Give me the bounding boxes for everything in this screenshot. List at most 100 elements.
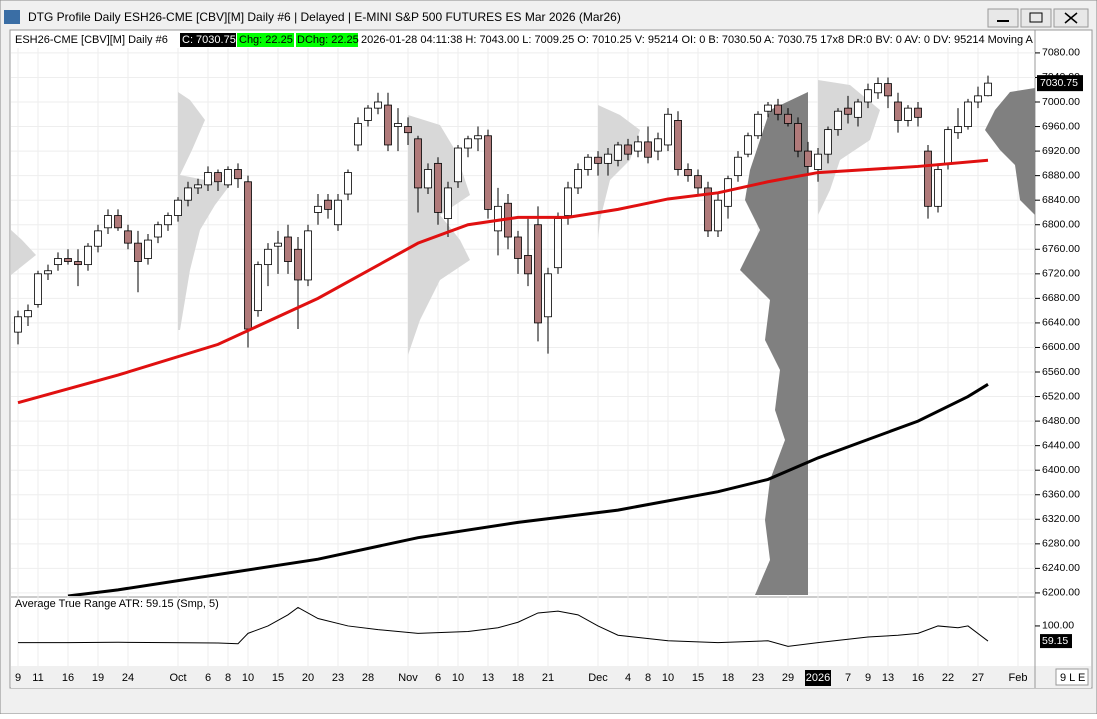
candle-body xyxy=(464,138,472,149)
candle-body xyxy=(94,230,102,247)
candle-body xyxy=(104,215,112,229)
candle-body xyxy=(424,169,432,189)
x-tick-label: 8 xyxy=(645,672,651,684)
candle-body xyxy=(944,129,952,164)
x-tick-label: 20 xyxy=(302,672,314,684)
candle-body xyxy=(894,101,902,121)
candle-body xyxy=(384,104,392,146)
candle-body xyxy=(704,187,712,232)
candle-body xyxy=(674,120,682,170)
candle-body xyxy=(14,316,22,333)
candle-body xyxy=(794,123,802,152)
window-title: DTG Profile Daily ESH26-CME [CBV][M] Dai… xyxy=(28,10,621,24)
x-tick-label: 15 xyxy=(272,672,284,684)
info-details: 2026-01-28 04:11:38 H: 7043.00 L: 7009.2… xyxy=(361,34,1034,46)
candle-body xyxy=(454,147,462,183)
corner-text[interactable]: 9 L E xyxy=(1060,672,1085,684)
x-tick-label: 10 xyxy=(452,672,464,684)
candle-body xyxy=(164,215,172,226)
candle-body xyxy=(514,236,522,259)
candle-body xyxy=(814,153,822,170)
candle-body xyxy=(824,129,832,155)
candle-body xyxy=(874,83,882,94)
candle-body xyxy=(964,101,972,127)
candle-body xyxy=(264,248,272,266)
candle-body xyxy=(294,248,302,281)
y-tick-label: 6960.00 xyxy=(1042,120,1080,132)
candle-body xyxy=(194,184,202,189)
candle-body xyxy=(334,199,342,226)
x-tick-label: Dec xyxy=(588,672,608,684)
chg-badge xyxy=(237,33,294,47)
x-tick-label: 18 xyxy=(512,672,524,684)
candle-body xyxy=(24,310,32,318)
candle-body xyxy=(664,113,672,146)
x-tick-label: 2026 xyxy=(806,672,830,684)
candle-body xyxy=(224,169,232,186)
candle-body xyxy=(554,218,562,269)
candle-body xyxy=(564,187,572,216)
candle-body xyxy=(604,153,612,164)
atr-tag xyxy=(1040,634,1072,649)
y-tick-label: 6680.00 xyxy=(1042,292,1080,304)
atr-title: Average True Range ATR: 59.15 (Smp, 5) xyxy=(15,598,219,610)
maximize-button[interactable] xyxy=(1020,8,1052,28)
candle-body xyxy=(124,230,132,244)
candle-body xyxy=(534,224,542,324)
x-tick-label: Oct xyxy=(169,672,186,684)
candle-body xyxy=(934,169,942,207)
candle-body xyxy=(214,172,222,183)
y-tick-label: 6840.00 xyxy=(1042,194,1080,206)
candle-body xyxy=(924,150,932,207)
y-tick-label: 6480.00 xyxy=(1042,415,1080,427)
candle-body xyxy=(644,141,652,158)
candle-body xyxy=(444,187,452,219)
x-tick-label: 27 xyxy=(972,672,984,684)
y-tick-label: 6280.00 xyxy=(1042,538,1080,550)
candle-body xyxy=(784,113,792,124)
candle-body xyxy=(244,181,252,330)
max-glyph xyxy=(1029,12,1043,23)
y-tick-label: 6520.00 xyxy=(1042,390,1080,402)
candle-body xyxy=(734,156,742,177)
corner-box[interactable] xyxy=(1055,668,1089,686)
candle-body xyxy=(374,101,382,109)
y-tick-label: 6560.00 xyxy=(1042,366,1080,378)
app-icon xyxy=(4,10,20,24)
plot xyxy=(14,75,992,596)
candle-body xyxy=(344,172,352,195)
x-tick-label: 29 xyxy=(782,672,794,684)
x-tick-label: 10 xyxy=(242,672,254,684)
y-tick-label: 7000.00 xyxy=(1042,96,1080,108)
x-tick-label: 11 xyxy=(32,672,43,684)
minimize-button[interactable] xyxy=(987,8,1019,28)
candle-body xyxy=(764,104,772,112)
x-tick-label: 15 xyxy=(692,672,704,684)
candle-body xyxy=(974,95,982,103)
x-tick-label: 6 xyxy=(205,672,211,684)
y-tick-label: 6880.00 xyxy=(1042,169,1080,181)
x-label-bg xyxy=(805,670,831,686)
candle-body xyxy=(324,199,332,210)
candle-body xyxy=(834,110,842,131)
atr-tick-label: 100.00 xyxy=(1042,620,1074,632)
candle-body xyxy=(574,169,582,189)
y-tick-label: 7080.00 xyxy=(1042,47,1080,59)
x-tick-label: 9 xyxy=(15,672,21,684)
candle-body xyxy=(64,258,72,262)
candle-body xyxy=(524,255,532,275)
x-tick-label: 21 xyxy=(542,672,554,684)
info-close: C: 7030.75 xyxy=(182,34,236,46)
atr-tag-label: 59.15 xyxy=(1042,635,1068,647)
profile-dark xyxy=(985,88,1035,215)
candle-body xyxy=(844,107,852,115)
y-tick-label: 6440.00 xyxy=(1042,439,1080,451)
y-tick-label: 6360.00 xyxy=(1042,489,1080,501)
candle-body xyxy=(634,141,642,152)
x-tick-label: 23 xyxy=(332,672,344,684)
candle-body xyxy=(314,205,322,213)
x-tick-label: 28 xyxy=(362,672,374,684)
close-badge xyxy=(180,33,236,47)
candle-body xyxy=(54,258,62,266)
